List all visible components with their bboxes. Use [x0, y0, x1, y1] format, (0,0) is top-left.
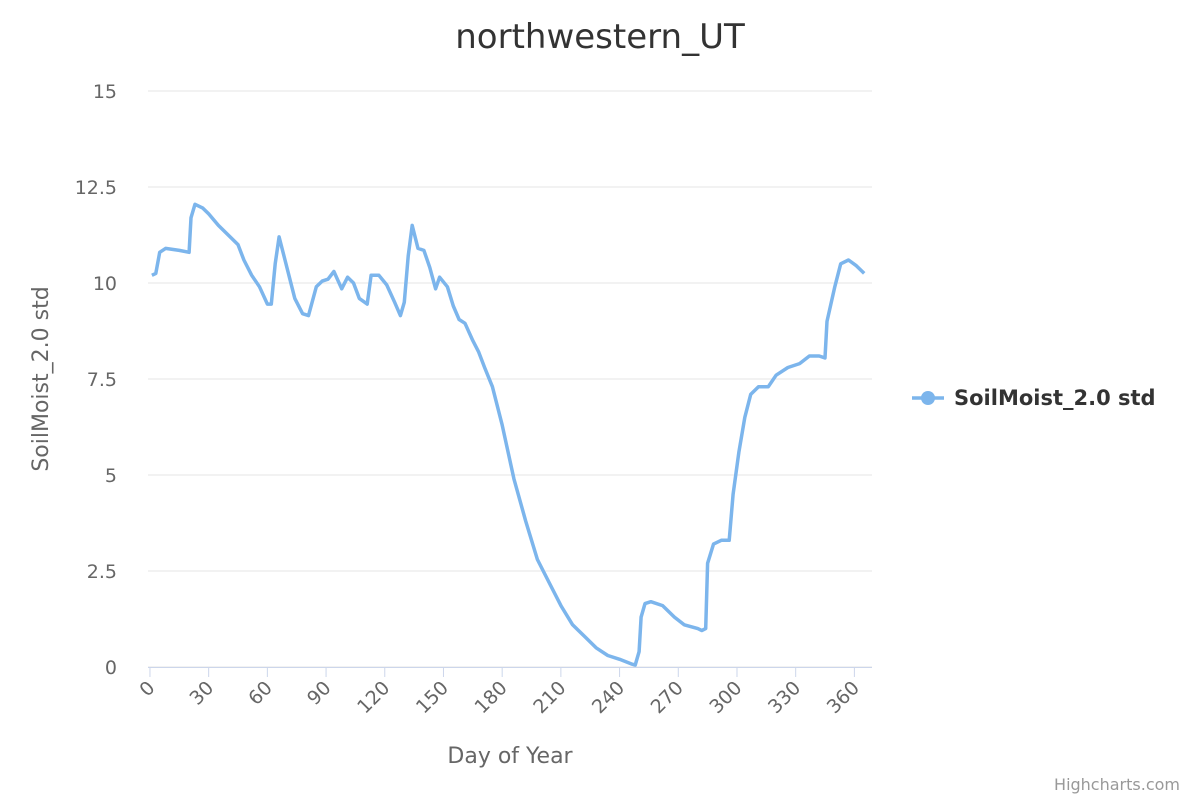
x-tick-label: 90 [303, 677, 336, 710]
x-tick-label: 270 [647, 677, 688, 718]
series-line [151, 202, 866, 667]
x-tick-label: 330 [764, 677, 805, 718]
x-tick-label: 30 [186, 677, 219, 710]
y-tick-label: 10 [93, 273, 117, 295]
credits: Highcharts.com [1054, 775, 1180, 794]
x-tick-label: 60 [244, 677, 277, 710]
y-tick-label: 12.5 [75, 177, 117, 199]
x-tick-label: 300 [705, 677, 746, 718]
x-tick-label: 210 [529, 677, 570, 718]
x-tick-label: 150 [412, 677, 453, 718]
y-tick-label: 15 [93, 81, 117, 103]
x-tick-label: 360 [823, 677, 864, 718]
y-tick-label: 7.5 [87, 369, 117, 391]
x-tick-label: 0 [135, 677, 159, 701]
x-axis-label: Day of Year [447, 744, 573, 769]
y-tick-label: 2.5 [87, 561, 117, 583]
y-tick-label: 0 [105, 657, 117, 679]
y-tick-label: 5 [105, 465, 117, 487]
y-axis-label: SoilMoist_2.0 std [29, 286, 54, 471]
x-tick-label: 180 [471, 677, 512, 718]
legend-marker [921, 391, 935, 405]
x-tick-label: 240 [588, 677, 629, 718]
x-tick-label: 120 [353, 677, 394, 718]
legend-item[interactable]: SoilMoist_2.0 std [954, 386, 1156, 410]
chart-title: northwestern_UT [455, 17, 745, 57]
